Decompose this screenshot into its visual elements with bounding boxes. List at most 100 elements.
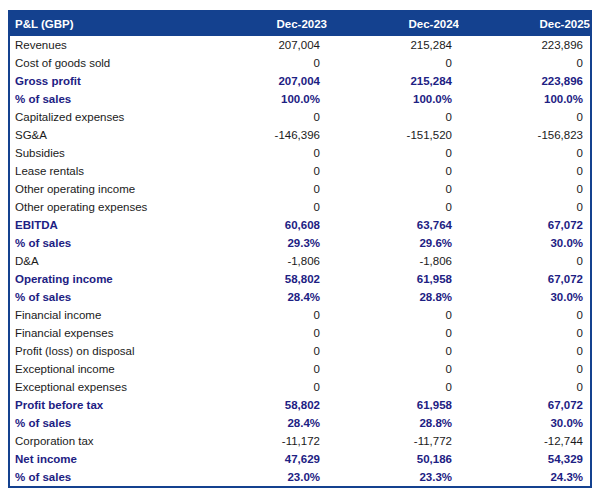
cell-value: 24.3% <box>459 468 591 487</box>
cell-value: 50,186 <box>327 450 459 468</box>
cell-value: 58,802 <box>195 270 327 288</box>
column-header-dec-2025: Dec-2025 <box>459 11 591 36</box>
row-label: Subsidies <box>9 144 195 162</box>
cell-value: 0 <box>459 342 591 360</box>
cell-value: 0 <box>195 180 327 198</box>
table-row: Financial income000 <box>9 306 591 324</box>
cell-value: 0 <box>327 324 459 342</box>
cell-value: 29.6% <box>327 234 459 252</box>
table-row: SG&A-146,396-151,520-156,823 <box>9 126 591 144</box>
row-label: Other operating income <box>9 180 195 198</box>
cell-value: 100.0% <box>459 90 591 108</box>
row-label: Cost of goods sold <box>9 54 195 72</box>
cell-value: 47,629 <box>195 450 327 468</box>
table-row: Subsidies000 <box>9 144 591 162</box>
cell-value: 30.0% <box>459 414 591 432</box>
cell-value: 223,896 <box>459 36 591 54</box>
row-label: Corporation tax <box>9 432 195 450</box>
cell-value: 0 <box>327 360 459 378</box>
table-header-row: P&L (GBP) Dec-2023 Dec-2024 Dec-2025 <box>9 11 591 36</box>
cell-value: -11,772 <box>327 432 459 450</box>
cell-value: -151,520 <box>327 126 459 144</box>
cell-value: 0 <box>327 144 459 162</box>
cell-value: 67,072 <box>459 396 591 414</box>
table-row: Lease rentals000 <box>9 162 591 180</box>
cell-value: 0 <box>195 378 327 396</box>
cell-value: 0 <box>459 180 591 198</box>
cell-value: 0 <box>195 342 327 360</box>
table-row: EBITDA60,60863,76467,072 <box>9 216 591 234</box>
row-label: % of sales <box>9 414 195 432</box>
cell-value: 0 <box>327 198 459 216</box>
cell-value: 0 <box>459 144 591 162</box>
table-row: Operating income58,80261,95867,072 <box>9 270 591 288</box>
row-label: Exceptional income <box>9 360 195 378</box>
cell-value: 30.0% <box>459 288 591 306</box>
cell-value: 0 <box>327 180 459 198</box>
cell-value: 23.0% <box>195 468 327 487</box>
cell-value: 0 <box>327 306 459 324</box>
table-row: Financial expenses000 <box>9 324 591 342</box>
table-row: Profit (loss) on disposal000 <box>9 342 591 360</box>
cell-value: 0 <box>195 306 327 324</box>
table-row: Other operating expenses000 <box>9 198 591 216</box>
cell-value: 0 <box>195 324 327 342</box>
row-label: Financial income <box>9 306 195 324</box>
table-title: P&L (GBP) <box>9 11 195 36</box>
cell-value: -12,744 <box>459 432 591 450</box>
cell-value: 58,802 <box>195 396 327 414</box>
cell-value: 0 <box>195 198 327 216</box>
table-row: % of sales28.4%28.8%30.0% <box>9 288 591 306</box>
cell-value: 67,072 <box>459 216 591 234</box>
cell-value: 0 <box>195 162 327 180</box>
cell-value: 0 <box>459 378 591 396</box>
table-row: % of sales100.0%100.0%100.0% <box>9 90 591 108</box>
table-row: Corporation tax-11,172-11,772-12,744 <box>9 432 591 450</box>
table-row: Cost of goods sold000 <box>9 54 591 72</box>
cell-value: 0 <box>459 252 591 270</box>
cell-value: 0 <box>195 108 327 126</box>
cell-value: 0 <box>459 108 591 126</box>
row-label: Financial expenses <box>9 324 195 342</box>
cell-value: 0 <box>195 54 327 72</box>
row-label: % of sales <box>9 90 195 108</box>
row-label: D&A <box>9 252 195 270</box>
cell-value: 0 <box>459 198 591 216</box>
cell-value: 30.0% <box>459 234 591 252</box>
cell-value: 28.8% <box>327 414 459 432</box>
row-label: Net income <box>9 450 195 468</box>
cell-value: 0 <box>459 360 591 378</box>
cell-value: 223,896 <box>459 72 591 90</box>
cell-value: -156,823 <box>459 126 591 144</box>
table-row: D&A-1,806-1,8060 <box>9 252 591 270</box>
row-label: % of sales <box>9 288 195 306</box>
cell-value: -146,396 <box>195 126 327 144</box>
row-label: EBITDA <box>9 216 195 234</box>
column-header-dec-2023: Dec-2023 <box>195 11 327 36</box>
cell-value: 207,004 <box>195 72 327 90</box>
table-row: Exceptional expenses000 <box>9 378 591 396</box>
table-row: Profit before tax58,80261,95867,072 <box>9 396 591 414</box>
cell-value: 0 <box>195 144 327 162</box>
cell-value: 23.3% <box>327 468 459 487</box>
cell-value: 54,329 <box>459 450 591 468</box>
table-row: % of sales23.0%23.3%24.3% <box>9 468 591 487</box>
table-row: Capitalized expenses000 <box>9 108 591 126</box>
table-body: Revenues207,004215,284223,896Cost of goo… <box>9 36 591 487</box>
cell-value: 28.8% <box>327 288 459 306</box>
cell-value: 0 <box>327 378 459 396</box>
table-row: Exceptional income000 <box>9 360 591 378</box>
table-row: Revenues207,004215,284223,896 <box>9 36 591 54</box>
cell-value: 61,958 <box>327 270 459 288</box>
row-label: Capitalized expenses <box>9 108 195 126</box>
cell-value: 0 <box>459 306 591 324</box>
row-label: Gross profit <box>9 72 195 90</box>
cell-value: 0 <box>327 54 459 72</box>
cell-value: 215,284 <box>327 72 459 90</box>
pnl-forecast-page: P&L (GBP) Dec-2023 Dec-2024 Dec-2025 Rev… <box>0 0 600 501</box>
cell-value: 100.0% <box>327 90 459 108</box>
table-row: Other operating income000 <box>9 180 591 198</box>
cell-value: 0 <box>327 162 459 180</box>
cell-value: 29.3% <box>195 234 327 252</box>
pnl-table: P&L (GBP) Dec-2023 Dec-2024 Dec-2025 Rev… <box>8 10 592 488</box>
